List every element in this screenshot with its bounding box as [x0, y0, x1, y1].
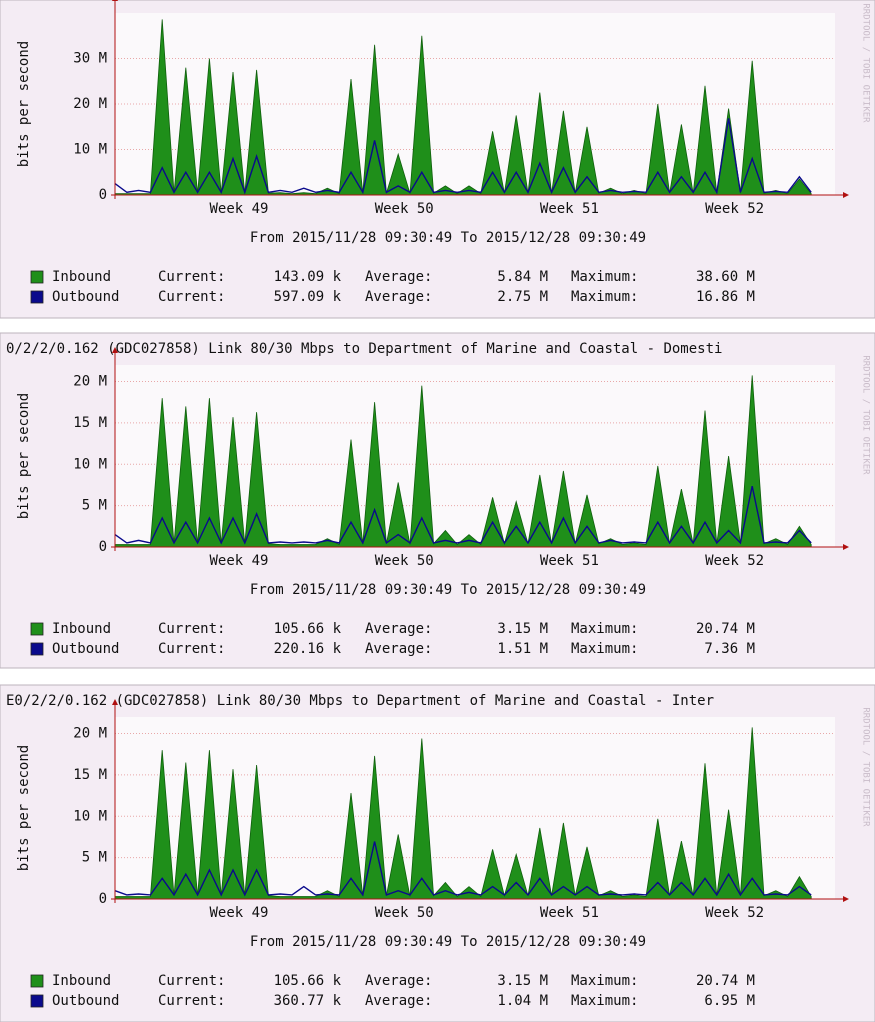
y-tick-label: 10 M [73, 808, 107, 824]
y-tick-label: 5 M [82, 850, 107, 866]
stat-label: Average: [365, 621, 432, 637]
stat-label: Current: [158, 621, 225, 637]
x-tick-label: Week 51 [540, 553, 599, 569]
legend-label: Outbound [52, 289, 119, 305]
inbound-area [114, 727, 812, 900]
subtitle: From 2015/11/28 09:30:49 To 2015/12/28 0… [250, 230, 646, 246]
inbound-area [114, 19, 812, 196]
legend-swatch [30, 270, 44, 284]
x-tick-label: Week 52 [705, 553, 764, 569]
y-axis-label: bits per second [16, 41, 32, 167]
stat-value: 16.86 M [696, 289, 755, 305]
x-tick-label: Week 50 [375, 201, 434, 217]
stat-value: 143.09 k [274, 269, 342, 285]
stat-value: 38.60 M [696, 269, 755, 285]
x-tick-label: Week 49 [209, 553, 268, 569]
y-tick-label: 30 M [73, 51, 107, 67]
chart-title: 0/2/2/0.162 (GDC027858) Link 80/30 Mbps … [6, 341, 722, 357]
y-axis-label: bits per second [16, 745, 32, 871]
stat-label: Current: [158, 289, 225, 305]
stat-label: Current: [158, 641, 225, 657]
stat-label: Maximum: [571, 289, 638, 305]
y-tick-label: 10 M [73, 456, 107, 472]
y-tick-label: 5 M [82, 498, 107, 514]
subtitle: From 2015/11/28 09:30:49 To 2015/12/28 0… [250, 934, 646, 950]
stat-label: Average: [365, 993, 432, 1009]
y-tick-label: 20 M [73, 374, 107, 390]
stat-value: 5.84 M [497, 269, 548, 285]
stat-value: 220.16 k [274, 641, 342, 657]
y-tick-label: 10 M [73, 142, 107, 158]
outbound-line [114, 485, 812, 545]
stat-value: 1.51 M [497, 641, 548, 657]
legend-swatch [30, 622, 44, 636]
y-tick-label: 0 [99, 187, 107, 203]
legend-label: Inbound [52, 973, 111, 989]
y-tick-label: 15 M [73, 767, 107, 783]
y-tick-label: 15 M [73, 415, 107, 431]
x-tick-label: Week 52 [705, 201, 764, 217]
x-tick-label: Week 49 [209, 905, 268, 921]
legend-swatch [30, 994, 44, 1008]
stat-label: Maximum: [571, 973, 638, 989]
stat-label: Maximum: [571, 641, 638, 657]
legend-label: Outbound [52, 993, 119, 1009]
stat-label: Average: [365, 289, 432, 305]
inbound-area [114, 375, 812, 548]
stat-label: Current: [158, 269, 225, 285]
outbound-line [114, 118, 812, 195]
stat-value: 20.74 M [696, 621, 755, 637]
stat-value: 7.36 M [704, 641, 755, 657]
y-tick-label: 20 M [73, 726, 107, 742]
watermark: RRDTOOL / TOBI OETIKER [861, 3, 871, 123]
stat-value: 105.66 k [274, 973, 342, 989]
stat-label: Maximum: [571, 621, 638, 637]
legend-swatch [30, 642, 44, 656]
stat-label: Maximum: [571, 269, 638, 285]
stat-value: 1.04 M [497, 993, 548, 1009]
y-axis-label: bits per second [16, 393, 32, 519]
chart-title: E0/2/2/0.162 (GDC027858) Link 80/30 Mbps… [6, 693, 714, 709]
stat-value: 3.15 M [497, 621, 548, 637]
y-axis-arrow [112, 347, 118, 353]
stat-value: 105.66 k [274, 621, 342, 637]
legend-swatch [30, 290, 44, 304]
stat-value: 6.95 M [704, 993, 755, 1009]
stat-label: Current: [158, 973, 225, 989]
y-tick-label: 20 M [73, 96, 107, 112]
y-axis-arrow [112, 699, 118, 705]
x-tick-label: Week 49 [209, 201, 268, 217]
x-tick-label: Week 52 [705, 905, 764, 921]
x-axis-arrow [843, 192, 849, 198]
legend-label: Outbound [52, 641, 119, 657]
stat-label: Average: [365, 973, 432, 989]
x-tick-label: Week 51 [540, 201, 599, 217]
x-tick-label: Week 51 [540, 905, 599, 921]
y-tick-label: 0 [99, 891, 107, 907]
stat-label: Current: [158, 993, 225, 1009]
stat-label: Average: [365, 269, 432, 285]
stat-label: Maximum: [571, 993, 638, 1009]
x-axis-arrow [843, 544, 849, 550]
watermark: RRDTOOL / TOBI OETIKER [861, 355, 871, 475]
stat-label: Average: [365, 641, 432, 657]
y-tick-label: 0 [99, 539, 107, 555]
subtitle: From 2015/11/28 09:30:49 To 2015/12/28 0… [250, 582, 646, 598]
stat-value: 3.15 M [497, 973, 548, 989]
stat-value: 20.74 M [696, 973, 755, 989]
x-tick-label: Week 50 [375, 905, 434, 921]
stat-value: 360.77 k [274, 993, 342, 1009]
y-axis-arrow [112, 0, 118, 1]
x-axis-arrow [843, 896, 849, 902]
legend-label: Inbound [52, 621, 111, 637]
legend-label: Inbound [52, 269, 111, 285]
watermark: RRDTOOL / TOBI OETIKER [861, 707, 871, 827]
stat-value: 597.09 k [274, 289, 342, 305]
stat-value: 2.75 M [497, 289, 548, 305]
legend-swatch [30, 974, 44, 988]
x-tick-label: Week 50 [375, 553, 434, 569]
outbound-line [114, 841, 812, 897]
